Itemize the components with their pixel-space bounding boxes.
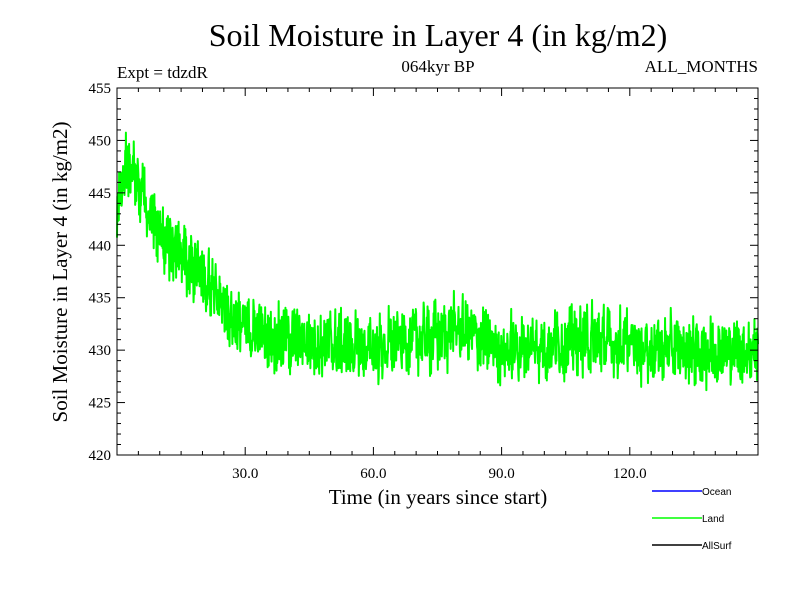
legend: Ocean Land AllSurf (652, 487, 732, 552)
x-tick-label: 90.0 (488, 466, 514, 482)
x-tick-label: 60.0 (360, 466, 386, 482)
legend-allsurf-label: AllSurf (702, 541, 732, 552)
x-tick-label: 30.0 (232, 466, 258, 482)
x-axis-label: Time (in years since start) (329, 485, 548, 509)
y-tick-label: 430 (89, 343, 112, 359)
y-tick-label: 425 (89, 396, 112, 412)
legend-land-label: Land (702, 514, 724, 525)
y-tick-label: 450 (89, 133, 112, 149)
land-series-line (116, 131, 759, 392)
y-tick-label: 455 (89, 81, 112, 97)
plot-area: 420 425 430 435 440 445 450 455 30.0 60.0 90.0 120.… (89, 81, 759, 482)
months-label: ALL_MONTHS (645, 57, 758, 76)
legend-ocean-label: Ocean (702, 487, 731, 498)
experiment-label: Expt = tdzdR (117, 63, 208, 82)
y-axis-label: Soil Moisture in Layer 4 (in kg/m2) (48, 122, 72, 423)
chart-title: Soil Moisture in Layer 4 (in kg/m2) (209, 17, 668, 53)
period-label: 064kyr BP (401, 57, 474, 76)
y-tick-label: 445 (89, 186, 112, 202)
y-tick-label: 435 (89, 291, 112, 307)
y-tick-label: 440 (89, 238, 112, 254)
y-tick-label: 420 (89, 448, 112, 464)
plot-frame (116, 87, 759, 456)
x-tick-label: 120.0 (613, 466, 647, 482)
